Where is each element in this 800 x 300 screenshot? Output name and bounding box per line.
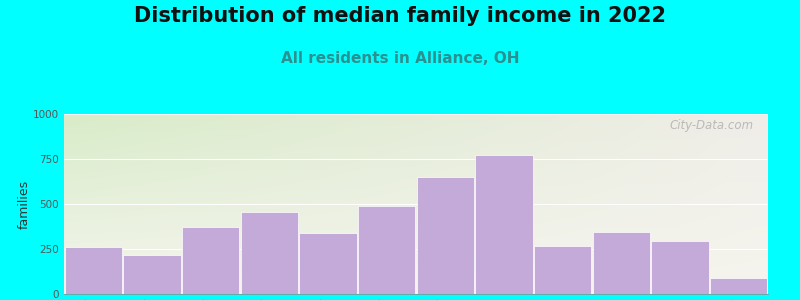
Bar: [417, 177, 474, 294]
Bar: [241, 212, 298, 294]
Bar: [710, 278, 767, 294]
Text: Distribution of median family income in 2022: Distribution of median family income in …: [134, 6, 666, 26]
Bar: [651, 241, 709, 294]
Y-axis label: families: families: [18, 179, 30, 229]
Bar: [593, 232, 650, 294]
Bar: [534, 246, 591, 294]
Text: City-Data.com: City-Data.com: [670, 119, 754, 132]
Bar: [123, 255, 181, 294]
Bar: [65, 247, 122, 294]
Bar: [182, 226, 239, 294]
Bar: [299, 233, 357, 294]
Bar: [358, 206, 415, 294]
Text: All residents in Alliance, OH: All residents in Alliance, OH: [281, 51, 519, 66]
Bar: [475, 154, 533, 294]
